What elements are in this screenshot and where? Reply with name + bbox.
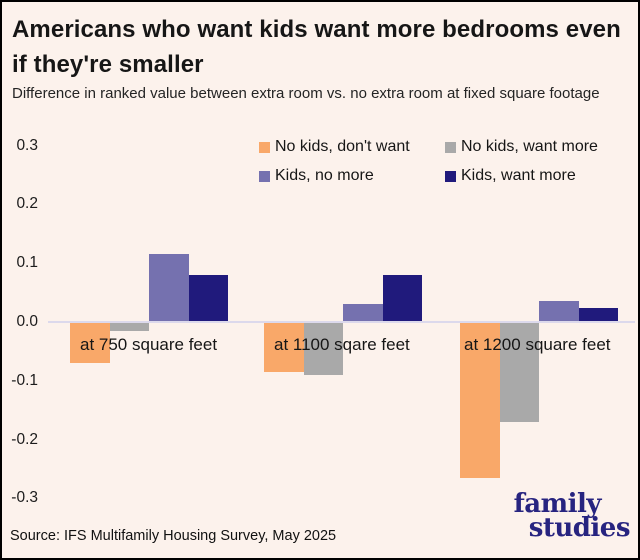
category-label: at 1100 sqare feet	[274, 335, 410, 354]
bar-group2-series3	[343, 304, 383, 322]
bar-group1-series1	[70, 322, 110, 364]
y-axis-tick-label: 0.3	[16, 136, 38, 154]
legend-item-no-kids-want-more: No kids, want more	[445, 138, 598, 155]
chart-subtitle: Difference in ranked value between extra…	[12, 85, 600, 102]
legend-label: Kids, want more	[461, 167, 576, 184]
legend-swatch-icon	[445, 141, 456, 153]
bar-group1-series2	[109, 322, 149, 331]
bar-group3-series3	[539, 301, 579, 322]
category-label: at 750 square feet	[80, 335, 218, 354]
category-label: at 1200 square feet	[464, 335, 611, 354]
legend-label: No kids, don't want	[275, 138, 410, 155]
logo-line-2: studies	[528, 513, 631, 543]
bar-group3-series1	[460, 322, 500, 478]
legend-label: No kids, want more	[461, 138, 598, 155]
bar-group2-series4	[382, 274, 422, 322]
legend-item-kids-want-more: Kids, want more	[445, 167, 576, 184]
y-axis-tick-label: 0.0	[16, 313, 38, 330]
y-axis-tick-label: -0.2	[11, 430, 38, 448]
legend-swatch-icon	[445, 170, 456, 182]
legend-item-kids-no-more: Kids, no more	[259, 167, 374, 184]
bar-group2-series2	[303, 322, 343, 375]
y-axis-tick-label: -0.3	[11, 489, 38, 507]
y-axis-tick-label: 0.1	[16, 254, 38, 272]
legend-label: Kids, no more	[275, 167, 374, 184]
chart-title: Americans who want kids want more bedroo…	[12, 16, 621, 78]
bar-group3-series2	[499, 322, 539, 422]
family-studies-logo: family studies	[513, 489, 631, 543]
bar-group1-series3	[149, 254, 189, 322]
y-axis-tick-label: 0.2	[16, 195, 38, 213]
y-axis-tick-label: -0.1	[11, 371, 38, 389]
legend-swatch-icon	[259, 170, 270, 182]
bar-group3-series4	[578, 308, 618, 322]
bar-group1-series4	[188, 274, 228, 322]
logo-line-1: family	[513, 489, 602, 519]
zero-axis-line	[48, 321, 635, 323]
source-note: Source: IFS Multifamily Housing Survey, …	[10, 528, 337, 544]
legend-swatch-icon	[259, 141, 270, 153]
legend-item-no-kids-dont-want: No kids, don't want	[259, 138, 410, 155]
bar-group2-series1	[264, 322, 304, 372]
